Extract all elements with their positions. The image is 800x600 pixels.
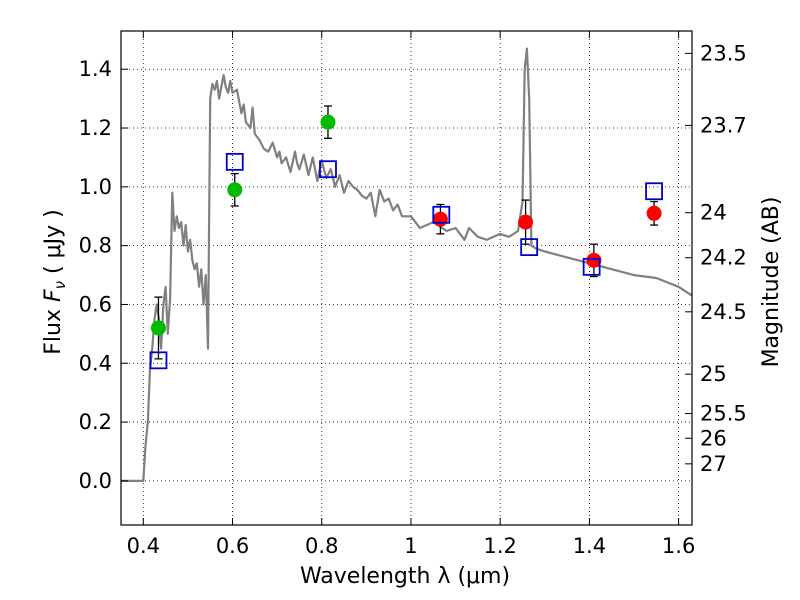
green-data-point [150, 320, 166, 336]
y2-tick-label: 23.7 [700, 113, 747, 137]
y2-tick-label: 24.5 [700, 300, 747, 324]
y-tick-label: 1.0 [79, 175, 112, 199]
red-data-point [586, 252, 602, 268]
y-axis-label-subscript: ν [51, 281, 69, 289]
y-axis-label-prefix: Flux [41, 302, 66, 355]
y-tick-label: 0.2 [79, 410, 112, 434]
series-layer [121, 47, 693, 482]
y2-tick-label: 25 [700, 362, 727, 386]
y2-tick-label: 24.2 [700, 246, 747, 270]
y-tick-label: 1.4 [79, 57, 112, 81]
y2-tick-label: 26 [700, 426, 727, 450]
green-data-point [320, 114, 336, 130]
y-axis-label: Flux Fν ( μJy ) [41, 209, 69, 354]
y-tick-label: 1.2 [79, 116, 112, 140]
y2-axis-label: Magnitude (AB) [759, 197, 784, 368]
x-tick-label: 1.4 [573, 534, 606, 558]
y-tick-label: 0.0 [79, 469, 112, 493]
model-flux-square [225, 152, 244, 171]
axis-ticks: 0.4 0.6 0.8 1 1.2 1.4 1.6 0.0 0.2 0.4 0.6 0.8 1.0 1.2… [79, 31, 747, 558]
y2-tick-label: 23.5 [700, 41, 747, 65]
x-tick-label: 0.8 [305, 534, 338, 558]
x-tick-label: 1 [404, 534, 417, 558]
model-flux-square [520, 238, 539, 257]
x-tick-label: 1.6 [662, 534, 695, 558]
model-flux-square [582, 257, 601, 276]
x-tick-label: 0.4 [127, 534, 160, 558]
model-flux-square [432, 205, 451, 224]
y-tick-label: 0.4 [79, 351, 112, 375]
x-tick-label: 0.6 [216, 534, 249, 558]
x-axis-label: Wavelength λ (μm) [300, 564, 510, 589]
red-data-point [432, 211, 448, 227]
y2-tick-label: 24 [700, 201, 727, 225]
model-flux-square [149, 351, 168, 370]
x-tick-label: 1.2 [483, 534, 516, 558]
red-data-point [518, 214, 534, 230]
y2-tick-label: 27 [700, 452, 727, 476]
green-data-point [227, 182, 243, 198]
y-axis-label-unit: ( μJy ) [41, 209, 66, 281]
model-flux-square [645, 182, 663, 201]
red-data-point [646, 205, 662, 221]
y-axis-label-symbol: F [41, 289, 66, 302]
y2-tick-label: 25.5 [700, 402, 747, 426]
sed-model-curve [121, 47, 693, 482]
y-tick-label: 0.6 [79, 292, 112, 316]
model-flux-square [319, 160, 337, 179]
plot-frame [120, 30, 693, 526]
y-tick-label: 0.8 [79, 234, 112, 258]
